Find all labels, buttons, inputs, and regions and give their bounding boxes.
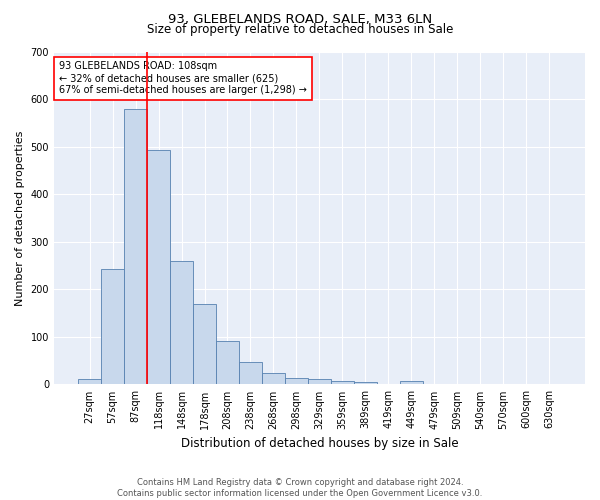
Text: Size of property relative to detached houses in Sale: Size of property relative to detached ho… [147,22,453,36]
Bar [101,270,124,384]
Bar [331,380,354,384]
Bar [193,304,216,384]
Bar [285,378,308,384]
Bar [262,372,285,384]
Text: 93, GLEBELANDS ROAD, SALE, M33 6LN: 93, GLEBELANDS ROAD, SALE, M33 6LN [168,12,432,26]
Bar [124,108,147,384]
Bar [216,340,239,384]
Bar [78,378,101,384]
Text: 93 GLEBELANDS ROAD: 108sqm
← 32% of detached houses are smaller (625)
67% of sem: 93 GLEBELANDS ROAD: 108sqm ← 32% of deta… [59,62,307,94]
Text: Contains HM Land Registry data © Crown copyright and database right 2024.
Contai: Contains HM Land Registry data © Crown c… [118,478,482,498]
Bar [400,381,423,384]
Bar [239,362,262,384]
Y-axis label: Number of detached properties: Number of detached properties [15,130,25,306]
Bar [354,382,377,384]
Bar [170,261,193,384]
X-axis label: Distribution of detached houses by size in Sale: Distribution of detached houses by size … [181,437,458,450]
Bar [147,150,170,384]
Bar [308,378,331,384]
